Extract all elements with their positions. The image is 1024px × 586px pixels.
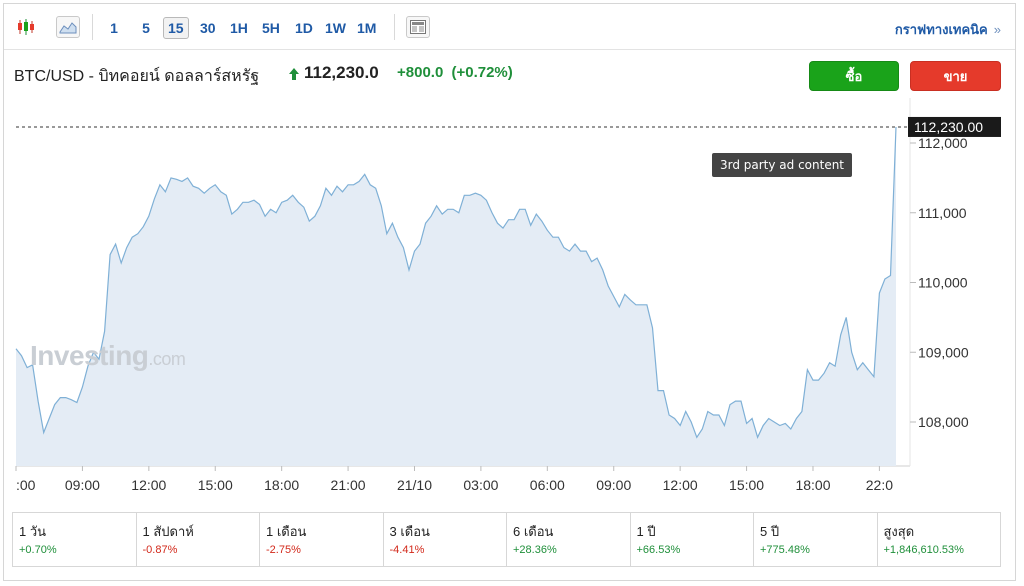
x-tick-label: 15:00 [729, 477, 764, 493]
performance-period: 1 สัปดาห์ [142, 524, 194, 539]
x-tick-label: 03:00 [463, 477, 498, 493]
chart-toolbar: 1 5 15 30 1H 5H 1D 1W 1M กราฟทางเทคนิค » [4, 4, 1015, 50]
timeframe-15[interactable]: 15 [163, 17, 189, 39]
x-tick-label: 09:00 [596, 477, 631, 493]
area-chart-icon[interactable] [56, 16, 80, 38]
technical-chart-link-label: กราฟทางเทคนิค [894, 22, 988, 37]
up-arrow-icon [289, 68, 299, 80]
y-tick-label: 109,000 [918, 344, 969, 360]
x-tick-label: 21/10 [397, 477, 432, 493]
price-change-pct: (+0.72%) [451, 64, 513, 81]
price-area-fill [16, 127, 896, 466]
timeframe-30[interactable]: 30 [200, 20, 216, 36]
watermark-brand: Investing [30, 340, 149, 371]
toolbar-divider [92, 14, 93, 40]
price-change-abs: +800.0 [397, 64, 444, 81]
performance-value: +775.48% [760, 544, 810, 556]
timeframe-1h[interactable]: 1H [230, 20, 248, 36]
current-price-tag [908, 116, 1001, 137]
performance-cell: 5 ปี +775.48% [754, 513, 878, 566]
sell-button[interactable]: ขาย [910, 61, 1001, 91]
ad-tooltip: 3rd party ad content [712, 153, 852, 177]
performance-period: 1 เดือน [266, 524, 307, 539]
toolbar-divider [394, 14, 395, 40]
x-tick-label: 21:00 [331, 477, 366, 493]
performance-period: 5 ปี [760, 524, 780, 539]
timeframe-5h[interactable]: 5H [262, 20, 280, 36]
x-tick-label: 18:00 [795, 477, 830, 493]
performance-value: -4.41% [389, 544, 425, 556]
y-tick-label: 108,000 [918, 414, 969, 430]
performance-value: +0.70% [19, 544, 57, 556]
quote-header: BTC/USD - บิทคอยน์ ดอลลาร์สหรัฐ 112,230.… [4, 51, 1015, 99]
technical-chart-link[interactable]: กราฟทางเทคนิค » [895, 19, 1001, 40]
price-change: +800.0 (+0.72%) [397, 64, 513, 81]
timeframe-1m[interactable]: 1M [357, 20, 377, 36]
performance-value: +1,846,610.53% [883, 544, 964, 556]
performance-value: -0.87% [142, 544, 178, 556]
x-tick-label: 12:00 [131, 477, 166, 493]
performance-cell: 3 เดือน -4.41% [384, 513, 507, 566]
performance-cell: 1 เดือน -2.75% [260, 513, 384, 566]
price-line [15, 126, 897, 439]
last-price: 112,230.0 [304, 63, 379, 82]
performance-value: +66.53% [636, 544, 681, 556]
y-tick-label: 110,000 [918, 275, 968, 291]
candlestick-icon[interactable] [14, 16, 38, 38]
performance-cell: 1 วัน +0.70% [13, 513, 137, 566]
x-tick-label: 15:00 [198, 477, 233, 493]
instrument-name: BTC/USD - บิทคอยน์ ดอลลาร์สหรัฐ [14, 68, 260, 85]
y-tick-label: 112,000 [918, 135, 968, 151]
performance-period: 6 เดือน [513, 524, 554, 539]
double-chevron-right-icon: » [993, 22, 1001, 37]
x-tick-label: 22:0 [866, 477, 893, 493]
performance-cell: 1 ปี +66.53% [631, 513, 754, 566]
x-tick-label: 06:00 [530, 477, 565, 493]
performance-value: +28.36% [513, 544, 557, 556]
investing-watermark: Investing.com [30, 340, 186, 372]
performance-period: 1 ปี [636, 524, 656, 539]
x-tick-label: :00 [16, 477, 36, 493]
current-price-label: 112,230.00 [914, 119, 983, 135]
performance-period: สูงสุด [883, 524, 915, 539]
buy-button[interactable]: ซื้อ [809, 61, 899, 91]
x-tick-label: 12:00 [663, 477, 698, 493]
x-tick-label: 09:00 [65, 477, 100, 493]
timeframe-5[interactable]: 5 [142, 20, 150, 36]
timeframe-1[interactable]: 1 [110, 20, 118, 36]
performance-value: -2.75% [266, 544, 301, 556]
performance-cell: 1 สัปดาห์ -0.87% [137, 513, 260, 566]
news-icon[interactable] [406, 16, 430, 38]
performance-cell: สูงสุด +1,846,610.53% [878, 513, 1001, 566]
watermark-domain: .com [148, 349, 186, 369]
x-tick-label: 18:00 [264, 477, 299, 493]
performance-cell: 6 เดือน +28.36% [507, 513, 631, 566]
timeframe-1w[interactable]: 1W [325, 20, 346, 36]
y-tick-label: 111,000 [918, 205, 967, 221]
timeframe-1d[interactable]: 1D [295, 20, 313, 36]
performance-period: 3 เดือน [389, 524, 430, 539]
performance-table: 1 วัน +0.70% 1 สัปดาห์ -0.87% 1 เดือน -2.75% 3… [12, 512, 1001, 567]
performance-period: 1 วัน [19, 524, 47, 539]
